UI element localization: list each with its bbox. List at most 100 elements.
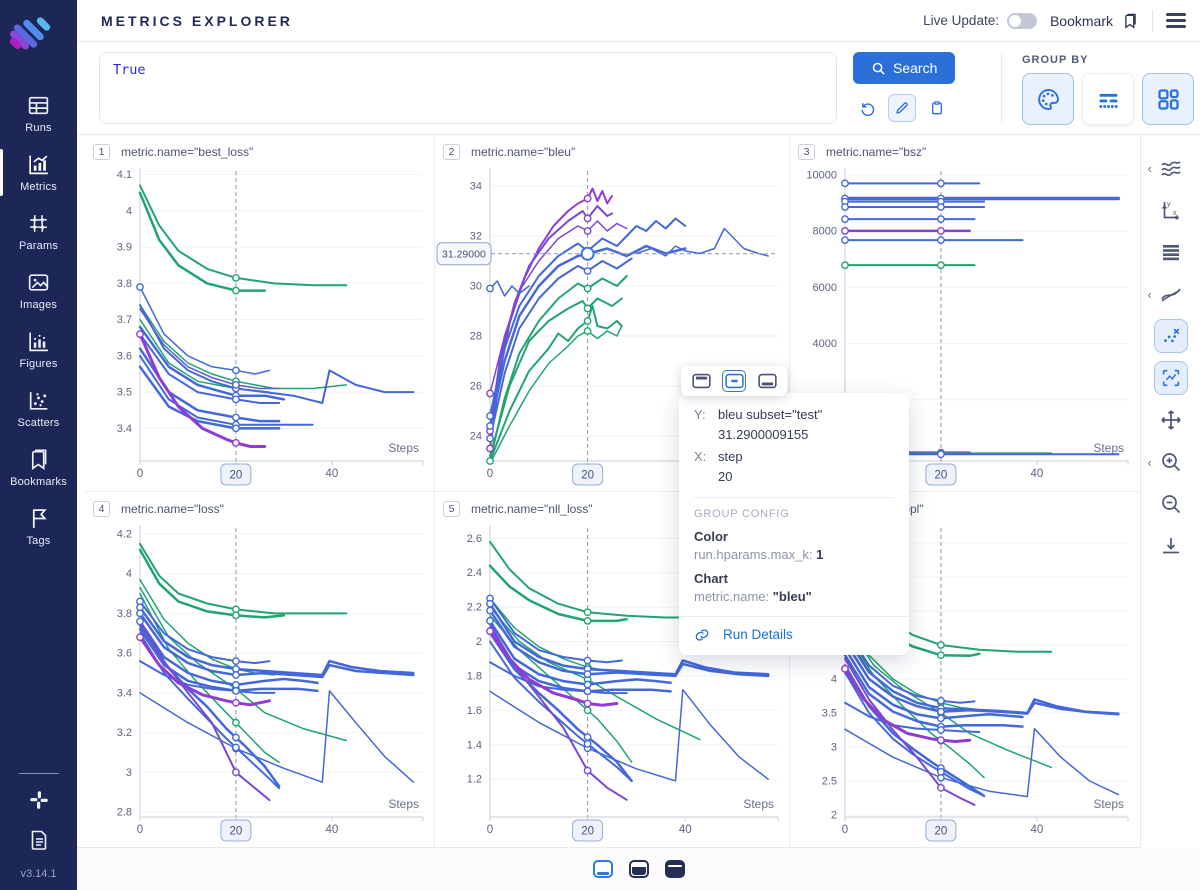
- svg-text:4.2: 4.2: [117, 529, 132, 541]
- svg-text:2.6: 2.6: [467, 533, 482, 545]
- chart-title: metric.name="nll_loss": [471, 502, 593, 516]
- sidebar-item-runs[interactable]: Runs: [0, 84, 77, 143]
- bookmark-button[interactable]: Bookmark: [1050, 12, 1139, 30]
- panel-size-medium-button[interactable]: [628, 860, 649, 878]
- main-area: METRICS EXPLORER Live Update: Bookmark T…: [77, 0, 1200, 890]
- tooltip-pin-top-button[interactable]: [689, 370, 713, 392]
- search-button[interactable]: Search: [853, 52, 956, 84]
- sidebar-item-tags[interactable]: Tags: [0, 497, 77, 556]
- sidebar-item-metrics[interactable]: Metrics: [0, 143, 77, 202]
- svg-text:26: 26: [470, 381, 482, 393]
- chart-cell-4[interactable]: 4 metric.name="loss" 4.2 4 3.8 3.6 3.4 3.2 3 2.8…: [85, 492, 435, 848]
- bookmarks-icon: [31, 449, 47, 470]
- svg-text:0: 0: [137, 468, 143, 480]
- sidebar-item-bookmarks[interactable]: Bookmarks: [0, 438, 77, 497]
- pin-top-icon: [691, 373, 711, 389]
- highlight-mode-button[interactable]: [1153, 361, 1188, 395]
- group-by-stroke-button[interactable]: [1082, 73, 1134, 125]
- chart-canvas-loss[interactable]: 4.2 4 3.8 3.6 3.4 3.2 3 2.8 0 20 40 Steps: [85, 520, 435, 848]
- copy-query-button[interactable]: [923, 94, 951, 122]
- live-update-toggle[interactable]: [1006, 12, 1037, 29]
- svg-text:2.5: 2.5: [822, 776, 837, 788]
- pencil-icon: [896, 102, 908, 114]
- reset-query-button[interactable]: [853, 94, 881, 122]
- export-chart-button[interactable]: [1154, 529, 1188, 563]
- rows-icon: [1162, 245, 1179, 261]
- sidebar-divider: [18, 773, 59, 774]
- svg-text:4: 4: [126, 568, 132, 580]
- tooltip-x-name: step: [718, 449, 743, 465]
- edit-query-button[interactable]: [888, 94, 916, 122]
- run-details-link[interactable]: Run Details: [679, 615, 909, 655]
- topbar-divider: [1152, 9, 1153, 32]
- move-icon: [1160, 410, 1181, 430]
- group-by-color-button[interactable]: [1022, 73, 1074, 125]
- sidebar-item-label: Params: [18, 240, 59, 252]
- svg-text:3: 3: [126, 767, 132, 779]
- align-rows-button[interactable]: [1154, 235, 1188, 269]
- focus-icon: [1162, 369, 1179, 387]
- chart-cell-1[interactable]: 1 metric.name="best_loss" 4.1 4 3.9 3.8 3.7 3.…: [85, 135, 435, 492]
- tooltip-popover-button[interactable]: [722, 370, 746, 392]
- ignore-outliers-button[interactable]: [1153, 319, 1188, 353]
- scatters-icon: [29, 392, 48, 410]
- tooltip-pin-bottom-button[interactable]: [755, 370, 779, 392]
- chart-index-badge: 1: [93, 144, 110, 160]
- svg-text:3.4: 3.4: [117, 423, 132, 435]
- tooltip-color-value: 1: [816, 546, 824, 562]
- aggregation-button[interactable]: [1154, 151, 1188, 185]
- chart-title: metric.name="best_loss": [121, 145, 254, 159]
- svg-text:20: 20: [935, 470, 948, 482]
- svg-text:3.9: 3.9: [117, 242, 132, 254]
- document-icon: [31, 830, 46, 850]
- panel-size-large-button[interactable]: [664, 860, 685, 878]
- sidebar-item-images[interactable]: Images: [0, 261, 77, 320]
- query-input[interactable]: True: [99, 52, 837, 124]
- chevron-left-icon: ‹: [1147, 160, 1152, 176]
- palette-icon: [1037, 88, 1059, 110]
- zoom-in-button[interactable]: [1154, 445, 1188, 479]
- svg-text:2.2: 2.2: [467, 602, 482, 614]
- sidebar-item-params[interactable]: Params: [0, 202, 77, 261]
- images-icon: [28, 274, 49, 291]
- docs-button[interactable]: [0, 820, 77, 860]
- charts-panel: 1 metric.name="best_loss" 4.1 4 3.9 3.8 3.7 3.…: [77, 135, 1200, 848]
- chart-title: metric.name="bsz": [826, 145, 927, 159]
- community-button[interactable]: [0, 780, 77, 820]
- tooltip-chart-label: Chart: [694, 570, 728, 586]
- undo-icon: [860, 102, 874, 116]
- tooltip-section-title: GROUP CONFIG: [694, 507, 790, 520]
- group-by-chart-button[interactable]: [1142, 73, 1194, 125]
- aim-logo[interactable]: [7, 14, 60, 56]
- smoothing-button[interactable]: [1154, 277, 1188, 311]
- panel-size-small-button[interactable]: [592, 860, 613, 878]
- svg-text:3.6: 3.6: [117, 350, 132, 362]
- pan-button[interactable]: [1154, 403, 1188, 437]
- tooltip-chart-key: metric.name:: [694, 588, 770, 604]
- svg-text:1.4: 1.4: [467, 739, 482, 751]
- search-icon: [872, 62, 885, 75]
- bookmark-icon: [1125, 13, 1136, 29]
- svg-text:24: 24: [470, 431, 482, 443]
- svg-text:40: 40: [326, 824, 339, 836]
- svg-text:Steps: Steps: [388, 797, 419, 811]
- svg-text:34: 34: [470, 181, 482, 193]
- tooltip-x-key: X:: [694, 449, 707, 465]
- chart-grid: 1 metric.name="best_loss" 4.1 4 3.9 3.8 3.7 3.…: [85, 135, 1140, 848]
- zoom-out-button[interactable]: [1154, 487, 1188, 521]
- tooltip-divider: [694, 496, 894, 498]
- metrics-icon: [29, 155, 48, 175]
- svg-text:4000: 4000: [813, 338, 837, 350]
- svg-text:2.8: 2.8: [117, 807, 132, 819]
- sidebar-item-figures[interactable]: Figures: [0, 320, 77, 379]
- chart-canvas-best-loss[interactable]: 4.1 4 3.9 3.8 3.7 3.6 3.5 3.4 0 20 40 Steps: [85, 163, 435, 492]
- tooltip-x-value: 20: [718, 469, 733, 485]
- svg-text:3.5: 3.5: [117, 387, 132, 399]
- svg-text:40: 40: [679, 824, 692, 836]
- menu-button[interactable]: [1166, 13, 1186, 28]
- sidebar-item-scatters[interactable]: Scatters: [0, 379, 77, 438]
- svg-text:3.8: 3.8: [117, 608, 132, 620]
